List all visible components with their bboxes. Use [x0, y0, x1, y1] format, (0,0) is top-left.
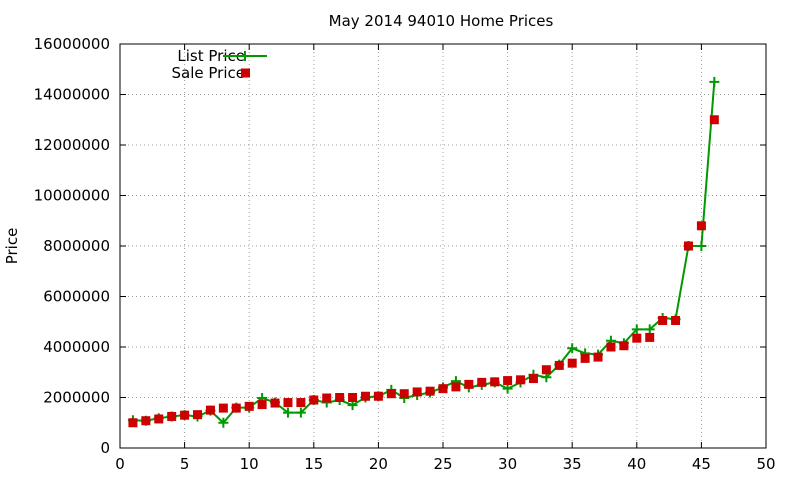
- data-point: [296, 398, 306, 408]
- legend-marker: [240, 51, 250, 61]
- data-point: [128, 418, 138, 428]
- chart-title: May 2014 94010 Home Prices: [329, 12, 554, 30]
- data-point: [606, 342, 616, 352]
- series-layer: [127, 76, 720, 428]
- legend-marker: [241, 68, 250, 78]
- data-point: [502, 383, 513, 394]
- legend-label: List Price: [177, 47, 245, 65]
- data-point: [282, 407, 293, 418]
- x-tick-label: 10: [240, 455, 259, 473]
- data-point: [218, 417, 229, 428]
- y-axis-label: Price: [3, 228, 21, 265]
- data-point: [348, 393, 358, 402]
- data-point: [671, 315, 681, 325]
- data-point: [322, 393, 332, 403]
- y-tick-label: 16000000: [34, 35, 110, 53]
- x-tick-label: 25: [433, 455, 452, 473]
- series-line: [132, 81, 716, 425]
- data-point: [645, 332, 655, 342]
- x-tick-label: 15: [304, 455, 323, 473]
- data-point: [399, 389, 409, 399]
- x-tick-label: 40: [627, 455, 646, 473]
- data-point: [631, 324, 642, 335]
- data-point: [464, 379, 474, 389]
- y-tick-label: 0: [100, 439, 110, 457]
- data-point: [696, 221, 706, 231]
- y-tick-label: 14000000: [34, 86, 110, 104]
- data-point: [270, 398, 280, 408]
- data-point: [335, 393, 345, 402]
- data-point: [696, 241, 707, 251]
- y-tick-label: 2000000: [43, 389, 110, 407]
- data-point: [632, 333, 642, 343]
- data-point: [451, 382, 461, 392]
- data-point: [309, 395, 319, 405]
- data-point: [283, 398, 293, 408]
- data-point: [683, 241, 693, 251]
- data-point: [567, 343, 578, 354]
- data-point: [154, 414, 164, 424]
- x-tick-label: 20: [369, 455, 388, 473]
- data-point: [709, 115, 719, 125]
- series-0: [127, 76, 720, 428]
- x-tick-label: 5: [180, 455, 190, 473]
- series-1: [128, 115, 719, 428]
- data-point: [554, 360, 564, 370]
- data-point: [528, 374, 538, 384]
- data-point: [218, 403, 228, 413]
- data-point: [580, 353, 590, 363]
- data-point: [141, 416, 151, 426]
- data-point: [360, 391, 370, 401]
- data-point: [516, 375, 526, 385]
- data-point: [412, 387, 422, 397]
- x-tick-label: 30: [498, 455, 517, 473]
- data-point: [438, 384, 448, 394]
- data-point: [167, 411, 177, 421]
- legend-label: Sale Price: [172, 64, 245, 82]
- data-point: [567, 358, 577, 368]
- y-tick-label: 12000000: [34, 136, 110, 154]
- data-point: [477, 377, 487, 387]
- data-point: [490, 377, 500, 387]
- x-tick-label: 35: [563, 455, 582, 473]
- y-tick-label: 10000000: [34, 187, 110, 205]
- data-point: [619, 341, 629, 351]
- x-tick-label: 45: [692, 455, 711, 473]
- data-point: [593, 352, 603, 362]
- y-tick-label: 6000000: [43, 288, 110, 306]
- data-point: [503, 376, 513, 386]
- data-point: [373, 391, 383, 401]
- data-point: [644, 324, 655, 335]
- data-point: [231, 403, 241, 413]
- data-point: [709, 76, 720, 87]
- axes: 0 5 10 15 20 25 30 35 40 45 50 0 2000000 4000000 60000…: [34, 35, 776, 473]
- y-tick-label: 4000000: [43, 338, 110, 356]
- data-point: [425, 386, 435, 396]
- y-tick-label: 8000000: [43, 237, 110, 255]
- x-tick-label: 50: [756, 455, 775, 473]
- data-point: [541, 365, 551, 375]
- data-point: [205, 405, 215, 415]
- data-point: [658, 315, 668, 325]
- data-point: [244, 401, 254, 411]
- data-point: [295, 407, 306, 418]
- data-point: [193, 410, 203, 420]
- x-tick-label: 0: [115, 455, 125, 473]
- data-point: [257, 400, 267, 410]
- data-point: [386, 389, 396, 399]
- data-point: [180, 410, 190, 420]
